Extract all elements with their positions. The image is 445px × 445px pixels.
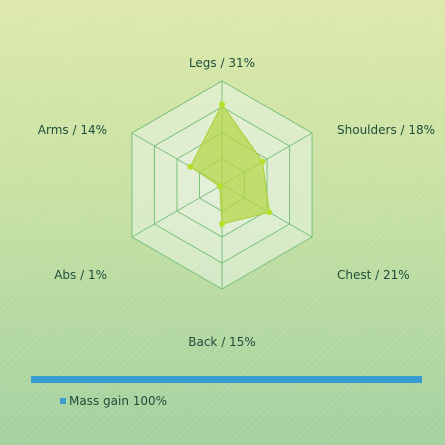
series-point-5[interactable] [187,163,194,170]
series-point-2[interactable] [266,209,273,216]
grid-spoke-4 [131,184,223,238]
legend-bar [31,376,422,383]
series-point-3[interactable] [219,221,225,227]
series-point-0[interactable] [219,101,225,108]
axis-labels: Legs / 31% Shoulders / 18% Chest / 21% Back… [38,56,435,349]
legend-swatch [60,398,66,404]
axis-label-2: Chest / 21% [337,268,410,282]
legend-label: Mass gain 100% [69,394,168,408]
axis-label-0: Legs / 31% [189,56,255,70]
axis-label-1: Shoulders / 18% [337,123,435,137]
axis-label-4: Abs / 1% [54,268,107,282]
axis-label-5: Arms / 14% [38,123,107,137]
series-point-1[interactable] [259,158,266,165]
legend-item-mass-gain[interactable]: Mass gain 100% [60,394,167,408]
axis-label-3: Back / 15% [188,335,255,349]
series-point-4[interactable] [216,183,223,190]
radar-series [187,101,273,227]
